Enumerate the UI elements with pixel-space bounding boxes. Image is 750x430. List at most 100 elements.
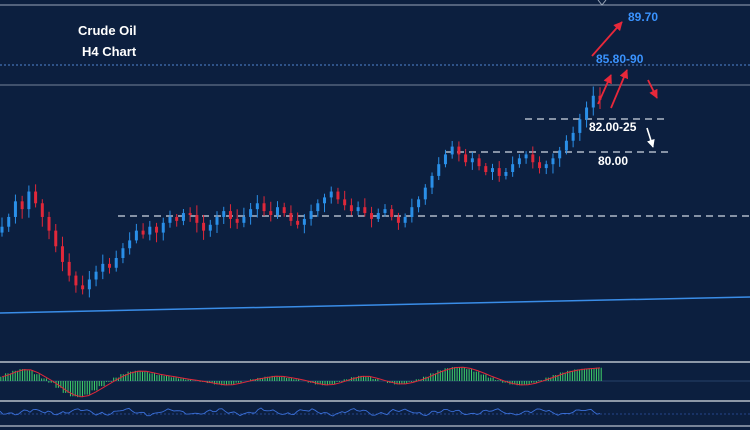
- top-right-caret-icon: [597, 0, 607, 6]
- candle-body: [275, 207, 279, 215]
- candle-body: [20, 201, 24, 210]
- candle-body: [470, 158, 474, 163]
- candle-body: [249, 209, 253, 217]
- arrow-up-small: [597, 74, 612, 105]
- candle-body: [27, 191, 31, 210]
- candle-body: [222, 211, 226, 217]
- candle-body: [336, 191, 340, 200]
- candle-body: [296, 220, 300, 225]
- candle-body: [349, 205, 353, 212]
- candle-body: [121, 248, 125, 258]
- candle-body: [517, 158, 521, 165]
- candle-body: [558, 150, 562, 159]
- candle-body: [323, 197, 327, 204]
- candle-body: [74, 275, 78, 286]
- candle-body: [490, 168, 494, 172]
- candle-body: [370, 213, 374, 219]
- arrow-down-white: [646, 127, 655, 148]
- candle-body: [7, 216, 11, 227]
- candle-body: [504, 172, 508, 176]
- candle-body: [443, 154, 447, 165]
- candle-body: [168, 216, 172, 223]
- candle-body: [477, 158, 481, 167]
- candle-body: [464, 154, 468, 163]
- candle-body: [497, 168, 501, 176]
- candle-body: [40, 203, 44, 217]
- candle-body: [175, 216, 179, 221]
- candle-body: [161, 222, 165, 233]
- candle-body: [457, 146, 461, 155]
- candle-body: [269, 211, 273, 215]
- candle-body: [591, 95, 595, 108]
- candle-body: [47, 216, 51, 231]
- candle-body: [228, 211, 232, 219]
- arrow-up-resistance: [610, 69, 629, 109]
- candle-body: [215, 216, 219, 225]
- level-label-resistance: 85.80-90: [596, 52, 644, 66]
- candle-body: [67, 261, 71, 276]
- candle-body: [396, 216, 400, 223]
- level-label-target-high: 89.70: [628, 10, 658, 24]
- candle-body: [531, 154, 535, 163]
- candle-body: [195, 215, 199, 223]
- candle-body: [34, 191, 38, 204]
- rsi-line: [0, 407, 601, 417]
- candle-body: [60, 246, 64, 262]
- candle-body: [54, 230, 58, 247]
- candle-body: [13, 201, 17, 217]
- candle-body: [181, 213, 185, 221]
- candle-body: [343, 199, 347, 206]
- level-label-support-2: 80.00: [598, 154, 628, 168]
- candle-body: [403, 216, 407, 223]
- candle-body: [450, 146, 454, 155]
- candle-body: [410, 207, 414, 217]
- candle-body: [585, 107, 589, 120]
- chart-title: Crude Oil: [78, 23, 137, 38]
- chart-subtitle: H4 Chart: [82, 44, 137, 59]
- candle-body: [578, 119, 582, 133]
- candle-body: [511, 164, 515, 172]
- candle-body: [564, 140, 568, 151]
- candle-body: [141, 230, 145, 235]
- candle-body: [289, 213, 293, 221]
- candle-body: [134, 230, 138, 241]
- candle-body: [538, 162, 542, 169]
- candle-body: [87, 279, 91, 290]
- candle-body: [101, 263, 105, 272]
- candle-body: [302, 218, 306, 225]
- candle-body: [430, 175, 434, 188]
- candle-body: [484, 166, 488, 172]
- candle-body: [0, 226, 4, 233]
- candle-body: [262, 203, 266, 212]
- candle-body: [309, 211, 313, 219]
- candle-body: [282, 207, 286, 214]
- candle-body: [202, 222, 206, 231]
- candle-body: [571, 132, 575, 141]
- candle-body: [363, 207, 367, 214]
- candle-body: [235, 218, 239, 223]
- candle-body: [524, 154, 528, 159]
- candle-body: [148, 226, 152, 235]
- candle-body: [255, 203, 259, 210]
- candle-body: [423, 187, 427, 200]
- candle-body: [551, 158, 555, 165]
- candle-body: [316, 203, 320, 212]
- candle-body: [242, 216, 246, 223]
- candle-body: [356, 207, 360, 212]
- candle-body: [114, 258, 118, 268]
- candle-body: [376, 213, 380, 219]
- candle-body: [208, 224, 212, 231]
- candle-body: [544, 164, 548, 169]
- candle-body: [417, 199, 421, 208]
- arrow-down-red: [647, 79, 658, 99]
- candle-body: [155, 226, 159, 233]
- arrow-up-to-target: [591, 21, 623, 57]
- candle-body: [94, 271, 98, 280]
- candle-body: [383, 209, 387, 214]
- candle-body: [437, 164, 441, 176]
- candles-group: [0, 86, 602, 298]
- level-label-support-1: 82.00-25: [589, 120, 637, 134]
- candle-body: [188, 213, 192, 215]
- candle-body: [390, 209, 394, 217]
